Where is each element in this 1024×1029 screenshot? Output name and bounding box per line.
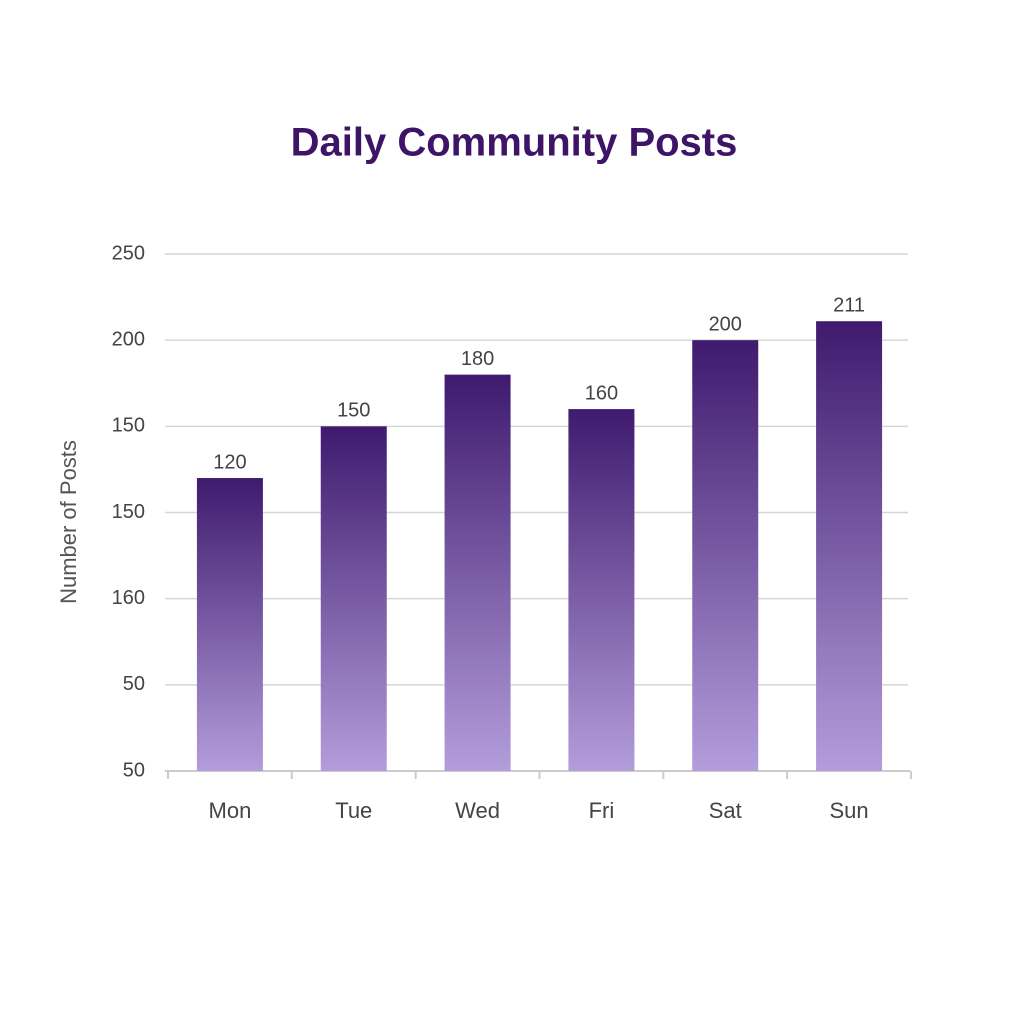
- x-tick-label: Fri: [589, 798, 615, 823]
- value-label: 150: [337, 400, 370, 422]
- value-label: 120: [213, 451, 246, 473]
- y-tick-label: 250: [112, 242, 145, 264]
- value-label: 160: [585, 382, 618, 404]
- bar: [692, 340, 759, 771]
- x-tick-label: Wed: [455, 798, 500, 823]
- y-tick-label: 150: [112, 415, 145, 437]
- y-axis-label: Number of Posts: [56, 440, 81, 604]
- x-tick-label: Sat: [709, 798, 742, 823]
- value-label: 200: [709, 313, 742, 335]
- y-tick-label: 200: [112, 328, 145, 350]
- y-tick-label: 160: [112, 587, 145, 609]
- y-tick-label: 50: [123, 673, 145, 695]
- y-tick-label: 150: [112, 501, 145, 523]
- bar: [444, 374, 511, 771]
- y-tick-label: 50: [123, 759, 145, 781]
- bar: [196, 478, 263, 771]
- bar: [320, 426, 387, 771]
- bar: [568, 409, 635, 771]
- x-tick-label: Sun: [830, 798, 869, 823]
- bar: [816, 321, 883, 771]
- value-label: 180: [461, 348, 494, 370]
- chart-title: Daily Community Posts: [291, 121, 738, 165]
- x-tick-label: Mon: [209, 798, 252, 823]
- value-label: 211: [833, 294, 865, 316]
- x-tick-label: Tue: [335, 798, 372, 823]
